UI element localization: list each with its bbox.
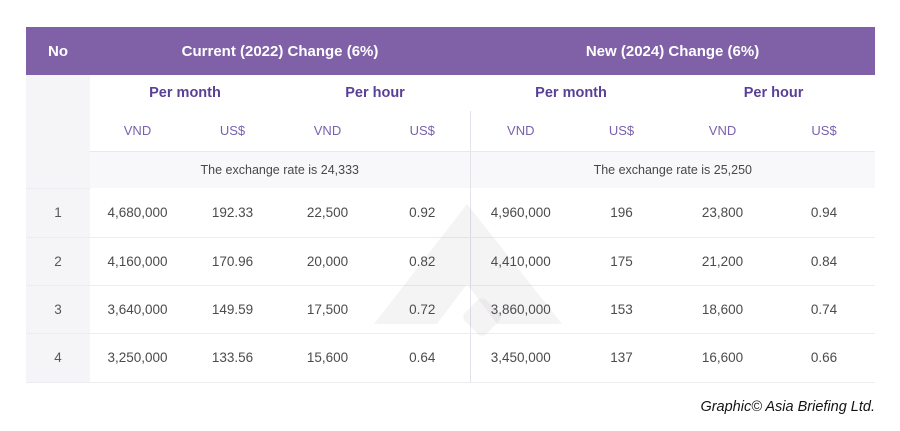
minimum-wage-table: No Current (2022) Change (6%) New (2024)… <box>26 27 876 383</box>
value-cell: 18,600 <box>672 285 774 334</box>
current-exchange-rate-note: The exchange rate is 24,333 <box>90 151 471 188</box>
credit-text: Graphic© Asia Briefing Ltd. <box>700 399 875 415</box>
exchange-rate-row: The exchange rate is 24,333 The exchange… <box>26 151 876 188</box>
row-number-cell: 4 <box>26 333 90 383</box>
value-cell: 0.74 <box>773 285 876 334</box>
row-number-cell: 3 <box>26 285 90 334</box>
new-per-month-header: Per month <box>470 75 673 111</box>
value-cell: 0.66 <box>773 333 876 383</box>
unit-header: VND <box>280 111 375 152</box>
table-row: 1 4,680,000 192.33 22,500 0.92 4,960,000 196 23… <box>26 188 876 238</box>
value-cell: 192.33 <box>185 188 280 238</box>
table-header-row: No Current (2022) Change (6%) New (2024)… <box>26 27 876 75</box>
value-cell: 22,500 <box>280 188 375 238</box>
value-cell: 0.72 <box>375 285 471 334</box>
row-number-cell: 1 <box>26 188 90 238</box>
row-number-cell: 2 <box>26 237 90 286</box>
value-cell: 153 <box>571 285 673 334</box>
no-column-header: No <box>26 27 90 75</box>
value-cell: 4,960,000 <box>469 188 572 238</box>
table-row: 2 4,160,000 170.96 20,000 0.82 4,410,000 175 21… <box>26 237 876 286</box>
unit-header: VND <box>90 111 185 152</box>
value-cell: 170.96 <box>185 237 280 286</box>
value-cell: 15,600 <box>280 333 375 383</box>
value-cell: 21,200 <box>672 237 774 286</box>
table-row: 3 3,640,000 149.59 17,500 0.72 3,860,000 153 18… <box>26 285 876 334</box>
value-cell: 0.84 <box>773 237 876 286</box>
table-row: 4 3,250,000 133.56 15,600 0.64 3,450,000 137 16… <box>26 333 876 383</box>
value-cell: 4,160,000 <box>90 237 185 286</box>
current-per-month-header: Per month <box>90 75 280 111</box>
value-cell: 133.56 <box>185 333 280 383</box>
new-exchange-rate-note: The exchange rate is 25,250 <box>469 151 876 188</box>
value-cell: 4,410,000 <box>469 237 572 286</box>
unit-header: US$ <box>185 111 280 152</box>
no-column-spacer <box>26 75 90 189</box>
value-cell: 137 <box>571 333 673 383</box>
value-cell: 23,800 <box>672 188 774 238</box>
period-header-row: Per month Per hour Per month Per hour <box>26 75 876 189</box>
value-cell: 3,250,000 <box>90 333 185 383</box>
new-per-hour-header: Per hour <box>672 75 876 111</box>
unit-header-row: VND US$ VND US$ VND US$ VND US$ <box>26 111 876 152</box>
value-cell: 16,600 <box>672 333 774 383</box>
value-cell: 3,860,000 <box>469 285 572 334</box>
value-cell: 20,000 <box>280 237 375 286</box>
unit-header: US$ <box>375 111 471 152</box>
value-cell: 3,640,000 <box>90 285 185 334</box>
value-cell: 3,450,000 <box>469 333 572 383</box>
value-cell: 0.94 <box>773 188 876 238</box>
unit-header: VND <box>672 111 774 152</box>
value-cell: 196 <box>571 188 673 238</box>
value-cell: 0.64 <box>375 333 471 383</box>
new-group-header: New (2024) Change (6%) <box>470 27 876 75</box>
value-cell: 175 <box>571 237 673 286</box>
value-cell: 0.82 <box>375 237 471 286</box>
current-group-header: Current (2022) Change (6%) <box>90 27 471 75</box>
value-cell: 17,500 <box>280 285 375 334</box>
unit-header: US$ <box>773 111 876 152</box>
table-body: 1 4,680,000 192.33 22,500 0.92 4,960,000 196 23… <box>26 188 876 383</box>
current-per-hour-header: Per hour <box>280 75 471 111</box>
unit-header: US$ <box>571 111 673 152</box>
value-cell: 149.59 <box>185 285 280 334</box>
value-cell: 4,680,000 <box>90 188 185 238</box>
value-cell: 0.92 <box>375 188 471 238</box>
unit-header: VND <box>469 111 572 152</box>
